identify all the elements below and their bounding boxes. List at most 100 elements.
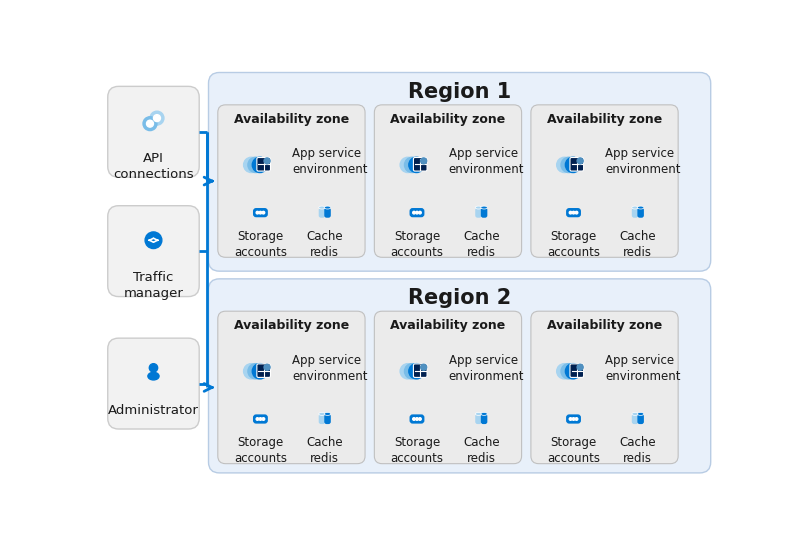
Circle shape (146, 120, 154, 127)
Text: Availability zone: Availability zone (234, 319, 349, 332)
FancyBboxPatch shape (414, 158, 427, 171)
Circle shape (418, 418, 422, 420)
FancyBboxPatch shape (257, 158, 270, 171)
Circle shape (418, 211, 422, 214)
Text: App service
environment: App service environment (449, 147, 524, 177)
Text: Storage
accounts: Storage accounts (234, 230, 287, 259)
FancyBboxPatch shape (475, 207, 482, 218)
Text: Availability zone: Availability zone (390, 319, 506, 332)
Text: Cache
redis: Cache redis (619, 436, 656, 465)
FancyBboxPatch shape (318, 414, 326, 424)
Circle shape (575, 418, 578, 420)
Circle shape (413, 211, 415, 214)
FancyBboxPatch shape (632, 207, 638, 218)
Text: Storage
accounts: Storage accounts (234, 436, 287, 465)
Circle shape (150, 363, 158, 372)
Circle shape (421, 364, 426, 370)
Circle shape (143, 117, 157, 131)
Circle shape (248, 363, 263, 379)
Text: Cache
redis: Cache redis (463, 230, 500, 259)
Ellipse shape (475, 206, 482, 209)
Circle shape (409, 157, 424, 173)
Circle shape (416, 418, 418, 420)
FancyBboxPatch shape (638, 414, 644, 424)
Ellipse shape (324, 206, 330, 209)
Circle shape (264, 158, 270, 164)
Text: Cache
redis: Cache redis (463, 436, 500, 465)
FancyBboxPatch shape (253, 414, 268, 423)
Text: Cache
redis: Cache redis (619, 230, 656, 259)
Ellipse shape (638, 206, 644, 209)
Text: Availability zone: Availability zone (234, 112, 349, 125)
Circle shape (150, 111, 164, 125)
FancyBboxPatch shape (374, 105, 522, 257)
FancyBboxPatch shape (374, 311, 522, 464)
Text: Traffic
manager: Traffic manager (123, 271, 183, 300)
Circle shape (570, 211, 572, 214)
FancyBboxPatch shape (108, 86, 199, 177)
Circle shape (264, 364, 270, 370)
Circle shape (572, 211, 575, 214)
FancyBboxPatch shape (209, 72, 710, 271)
Circle shape (405, 157, 420, 173)
Text: Administrator: Administrator (108, 403, 199, 416)
FancyBboxPatch shape (410, 208, 425, 217)
Circle shape (566, 157, 581, 173)
Circle shape (400, 157, 415, 173)
Circle shape (405, 363, 420, 379)
FancyBboxPatch shape (218, 105, 365, 257)
FancyBboxPatch shape (475, 414, 482, 424)
FancyBboxPatch shape (570, 158, 584, 171)
Circle shape (566, 363, 581, 379)
FancyBboxPatch shape (481, 207, 487, 218)
Circle shape (145, 232, 162, 248)
FancyBboxPatch shape (570, 364, 584, 377)
Circle shape (259, 211, 262, 214)
Text: Region 2: Region 2 (408, 288, 511, 308)
FancyBboxPatch shape (108, 206, 199, 296)
Text: Cache
redis: Cache redis (306, 436, 343, 465)
Circle shape (256, 418, 258, 420)
FancyBboxPatch shape (531, 105, 678, 257)
FancyBboxPatch shape (481, 414, 487, 424)
Circle shape (421, 158, 426, 164)
Text: Storage
accounts: Storage accounts (390, 436, 443, 465)
Text: Storage
accounts: Storage accounts (547, 230, 600, 259)
FancyBboxPatch shape (566, 208, 581, 217)
FancyBboxPatch shape (531, 311, 678, 464)
FancyBboxPatch shape (632, 414, 638, 424)
FancyBboxPatch shape (566, 414, 581, 423)
Circle shape (154, 114, 161, 122)
Text: Availability zone: Availability zone (390, 112, 506, 125)
Circle shape (252, 157, 268, 173)
FancyBboxPatch shape (209, 279, 710, 473)
FancyBboxPatch shape (324, 414, 330, 424)
Circle shape (262, 211, 265, 214)
Text: Availability zone: Availability zone (547, 112, 662, 125)
Circle shape (409, 363, 424, 379)
Circle shape (252, 363, 268, 379)
Text: App service
environment: App service environment (606, 147, 681, 177)
Ellipse shape (632, 206, 638, 209)
Ellipse shape (638, 413, 644, 415)
Circle shape (577, 364, 583, 370)
Text: App service
environment: App service environment (292, 147, 368, 177)
Text: Storage
accounts: Storage accounts (390, 230, 443, 259)
Text: Availability zone: Availability zone (547, 319, 662, 332)
Ellipse shape (475, 413, 482, 415)
Circle shape (400, 363, 415, 379)
FancyBboxPatch shape (638, 207, 644, 218)
Text: Storage
accounts: Storage accounts (547, 436, 600, 465)
Text: App service
environment: App service environment (292, 354, 368, 383)
Ellipse shape (318, 413, 326, 415)
FancyBboxPatch shape (324, 207, 330, 218)
FancyBboxPatch shape (318, 207, 326, 218)
Text: App service
environment: App service environment (449, 354, 524, 383)
Circle shape (570, 418, 572, 420)
Ellipse shape (481, 206, 487, 209)
Text: Region 1: Region 1 (408, 82, 511, 102)
Ellipse shape (632, 413, 638, 415)
FancyBboxPatch shape (253, 208, 268, 217)
Circle shape (262, 418, 265, 420)
Circle shape (557, 363, 572, 379)
